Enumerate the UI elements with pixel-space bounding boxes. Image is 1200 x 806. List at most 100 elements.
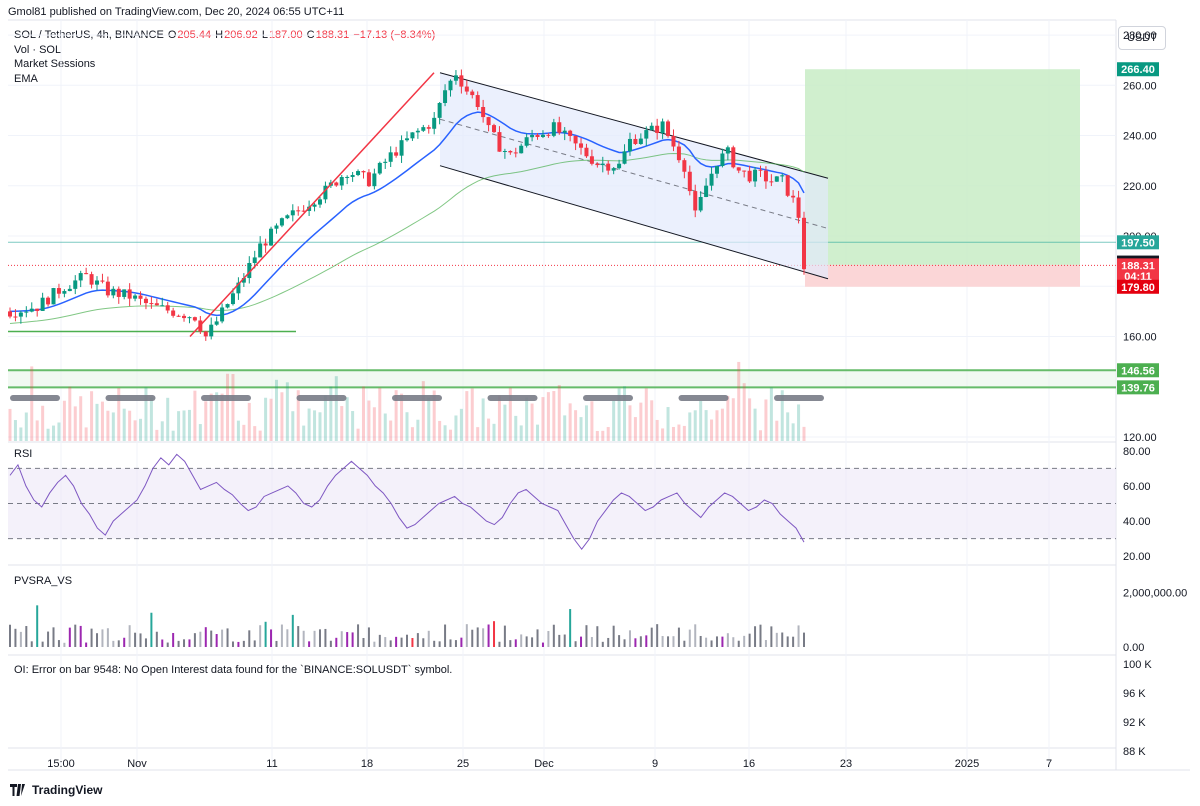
pvsra-bar (514, 639, 517, 647)
pvsra-bar (106, 628, 109, 647)
pvsra-bar (509, 640, 512, 647)
candle-body (394, 152, 399, 156)
volume-bar (449, 429, 453, 441)
pvsra-label[interactable]: PVSRA_VS (14, 575, 73, 587)
volume-bar (737, 361, 741, 441)
candle-body (149, 303, 154, 305)
volume-bar (160, 421, 164, 441)
candle-body (160, 305, 165, 307)
indicator-volume[interactable]: Vol · SOL (14, 43, 62, 56)
session-marker (774, 395, 824, 401)
pvsra-bar (781, 632, 784, 647)
currency-button[interactable]: USDT (1118, 26, 1166, 50)
candle-body (279, 218, 284, 226)
candle-body (802, 217, 806, 270)
volume-bar (220, 393, 224, 441)
candle-body (492, 125, 497, 133)
candle-body (736, 167, 741, 171)
indicator-ema[interactable]: EMA (14, 72, 38, 85)
volume-bar (177, 411, 181, 441)
pvsra-bar (79, 625, 82, 647)
pvsra-bar (710, 640, 713, 647)
brand-label: TradingView (32, 783, 103, 797)
candle-body (698, 197, 703, 211)
pvsra-bar (427, 630, 430, 647)
candle-body (443, 90, 448, 104)
indicator-sessions[interactable]: Market Sessions (14, 58, 96, 70)
pvsra-bar (221, 629, 224, 647)
candle-body (459, 75, 464, 87)
volume-bar (595, 430, 599, 441)
pvsra-bar (313, 630, 316, 647)
candle-body (530, 135, 535, 138)
candle-body (791, 195, 796, 198)
volume-bar (497, 395, 501, 441)
pvsra-bar (96, 633, 99, 647)
volume-bar (557, 385, 561, 441)
rsi-tick-label: 20.00 (1123, 551, 1151, 563)
pvsra-bar (242, 640, 245, 647)
pvsra-bar (384, 637, 387, 647)
pvsra-bar (607, 637, 610, 647)
candle-body (785, 175, 790, 196)
pvsra-bar (694, 624, 697, 647)
pvsra-bar (634, 638, 637, 647)
volume-bar (682, 425, 686, 441)
volume-bar (334, 376, 338, 441)
candle-body (220, 307, 225, 322)
pvsra-bar (705, 637, 708, 647)
candle-body (606, 163, 611, 171)
volume-bar (552, 391, 556, 441)
volume-bar (405, 412, 409, 441)
volume-bar (780, 390, 784, 441)
volume-bar (699, 400, 703, 441)
volume-bar (351, 411, 355, 441)
candle-body (611, 168, 616, 171)
pvsra-bar (183, 639, 186, 647)
pvsra-bar (74, 624, 77, 647)
pvsra-bar (639, 636, 642, 647)
candle-body (687, 171, 692, 192)
candle-body (742, 170, 747, 172)
volume-bar (345, 397, 349, 441)
time-tick-label: Dec (534, 758, 554, 770)
volume-bar (361, 386, 365, 441)
volume-bar (758, 430, 762, 441)
candle-body (535, 135, 540, 137)
volume-bar (655, 419, 659, 441)
price-label: 139.76 (1121, 382, 1155, 394)
candle-body (568, 130, 573, 136)
price-tick-label: 160.00 (1123, 332, 1157, 344)
pvsra-tick-label: 2,000,000.00 (1123, 588, 1187, 600)
candle-body (780, 175, 785, 177)
session-marker (201, 395, 251, 401)
pvsra-bar (650, 627, 653, 647)
pvsra-bar (563, 634, 566, 647)
price-label: 197.50 (1121, 237, 1155, 249)
volume-bar (671, 426, 675, 441)
candle-body (111, 288, 116, 296)
candle-body (410, 132, 415, 139)
session-marker (105, 395, 156, 401)
candle-body (296, 210, 301, 212)
candle-body (317, 199, 322, 205)
price-label-bg (1117, 258, 1159, 273)
tradingview-brand[interactable]: TradingView (10, 783, 102, 797)
pvsra-bar (552, 624, 555, 647)
volume-bar (84, 427, 88, 441)
pvsra-bar (590, 637, 593, 647)
volume-bar (786, 412, 790, 441)
candle-body (704, 185, 709, 198)
candle-body (671, 136, 676, 147)
rsi-label[interactable]: RSI (14, 448, 33, 460)
candle-body (432, 117, 437, 129)
pvsra-bar (585, 625, 588, 647)
pvsra-bar (732, 637, 735, 647)
candle-body (562, 130, 567, 133)
pvsra-bar (601, 641, 604, 647)
time-tick-label: 11 (266, 758, 277, 770)
pvsra-bar (569, 609, 572, 647)
volume-bar (617, 388, 621, 441)
volume-bar (416, 419, 420, 441)
